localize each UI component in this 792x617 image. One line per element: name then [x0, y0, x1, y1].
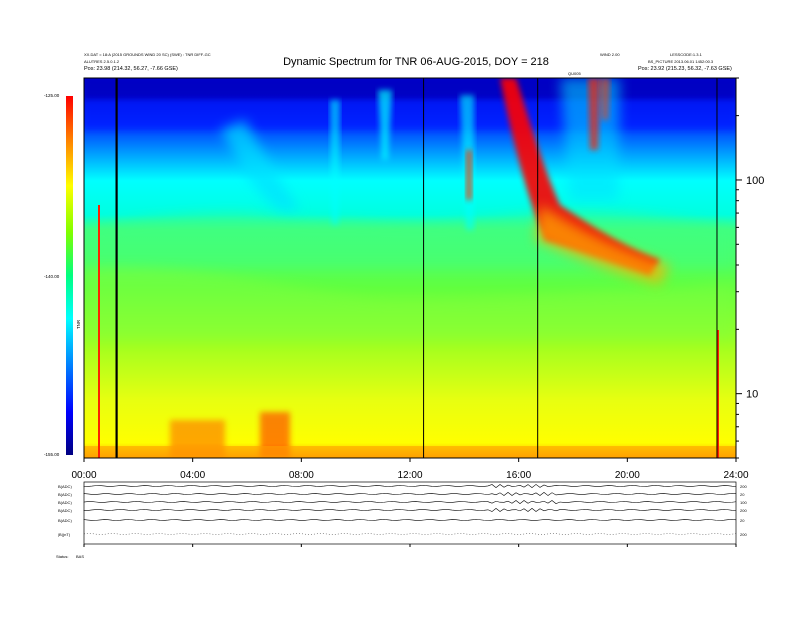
- y-tick-label: 100: [746, 175, 764, 187]
- y-tick-label: 10: [746, 389, 758, 401]
- lower-right-tick-2: 100: [740, 500, 747, 505]
- lower-right-tick-1: 20: [740, 492, 745, 497]
- x-tick-label: 04:00: [180, 470, 205, 481]
- header-left-line2: ALUTRES 2.5.0.1.2: [84, 59, 120, 64]
- x-tick-label: 24:00: [723, 470, 748, 481]
- spectrogram: [84, 78, 736, 458]
- colorbar-top-label: -125.00: [44, 93, 60, 98]
- lower-trace-5: [83, 533, 737, 535]
- colorbar-bottom-label: -155.00: [44, 452, 60, 457]
- colorbar-mid-label: -140.00: [44, 274, 60, 279]
- x-tick-label: 08:00: [289, 470, 314, 481]
- header-mid-tag: WIND 2.00: [600, 52, 620, 57]
- header-left-pos: Pos: 23.98 (214.32, 56.27, -7.66 GSE): [84, 66, 178, 72]
- lower-right-tick-4: 20: [740, 518, 745, 523]
- event-label: QU005: [568, 71, 581, 76]
- lower-row-label-1: B(ADC): [58, 492, 72, 497]
- x-ticks: 00:00 04:00 08:00 12:00 16:00 20:00 24:00: [71, 458, 749, 547]
- lower-footer-left: Status:: [56, 554, 69, 559]
- lower-footer-units: BAS: [76, 554, 85, 559]
- lower-trace-2: [83, 500, 737, 504]
- lower-row-label-5: |B|(nT): [58, 532, 71, 537]
- colorbar: [66, 96, 73, 455]
- chart-title: Dynamic Spectrum for TNR 06-AUG-2015, DO…: [283, 56, 549, 68]
- lower-trace-4: [83, 519, 737, 521]
- lower-trace-0: [83, 484, 737, 488]
- lower-row-label-2: B(ADC): [58, 500, 72, 505]
- y-ticks: 100 10: [736, 77, 764, 459]
- lower-row-label-0: B(ADC): [58, 484, 72, 489]
- lower-row-label-3: B(ADC): [58, 508, 72, 513]
- lower-row-label-4: B(ADC): [58, 518, 72, 523]
- lower-right-tick-3: 200: [740, 508, 747, 513]
- lower-panel: [83, 481, 737, 545]
- lower-right-tick-5: 200: [740, 532, 747, 537]
- x-tick-label: 16:00: [506, 470, 531, 481]
- lower-trace-3: [83, 508, 737, 512]
- header-right-pos: Pos: 23.92 (215.23, 56.32, -7.63 GSE): [638, 66, 732, 72]
- header-right-line2: BS_PICTURE 2013.06.01 1452:00.3: [648, 59, 714, 64]
- header-left-line1: XX.DAT = 18:A (2015 GROUNDS WIND 20 SC) …: [84, 52, 211, 57]
- lower-right-tick-0: 200: [740, 484, 747, 489]
- colorbar-units: TNR: [76, 319, 82, 330]
- x-tick-label: 00:00: [71, 470, 96, 481]
- x-tick-label: 20:00: [615, 470, 640, 481]
- header-right-line1: LESSCODE:1.3.1: [670, 52, 702, 57]
- lower-trace-1: [83, 492, 737, 496]
- x-tick-label: 12:00: [397, 470, 422, 481]
